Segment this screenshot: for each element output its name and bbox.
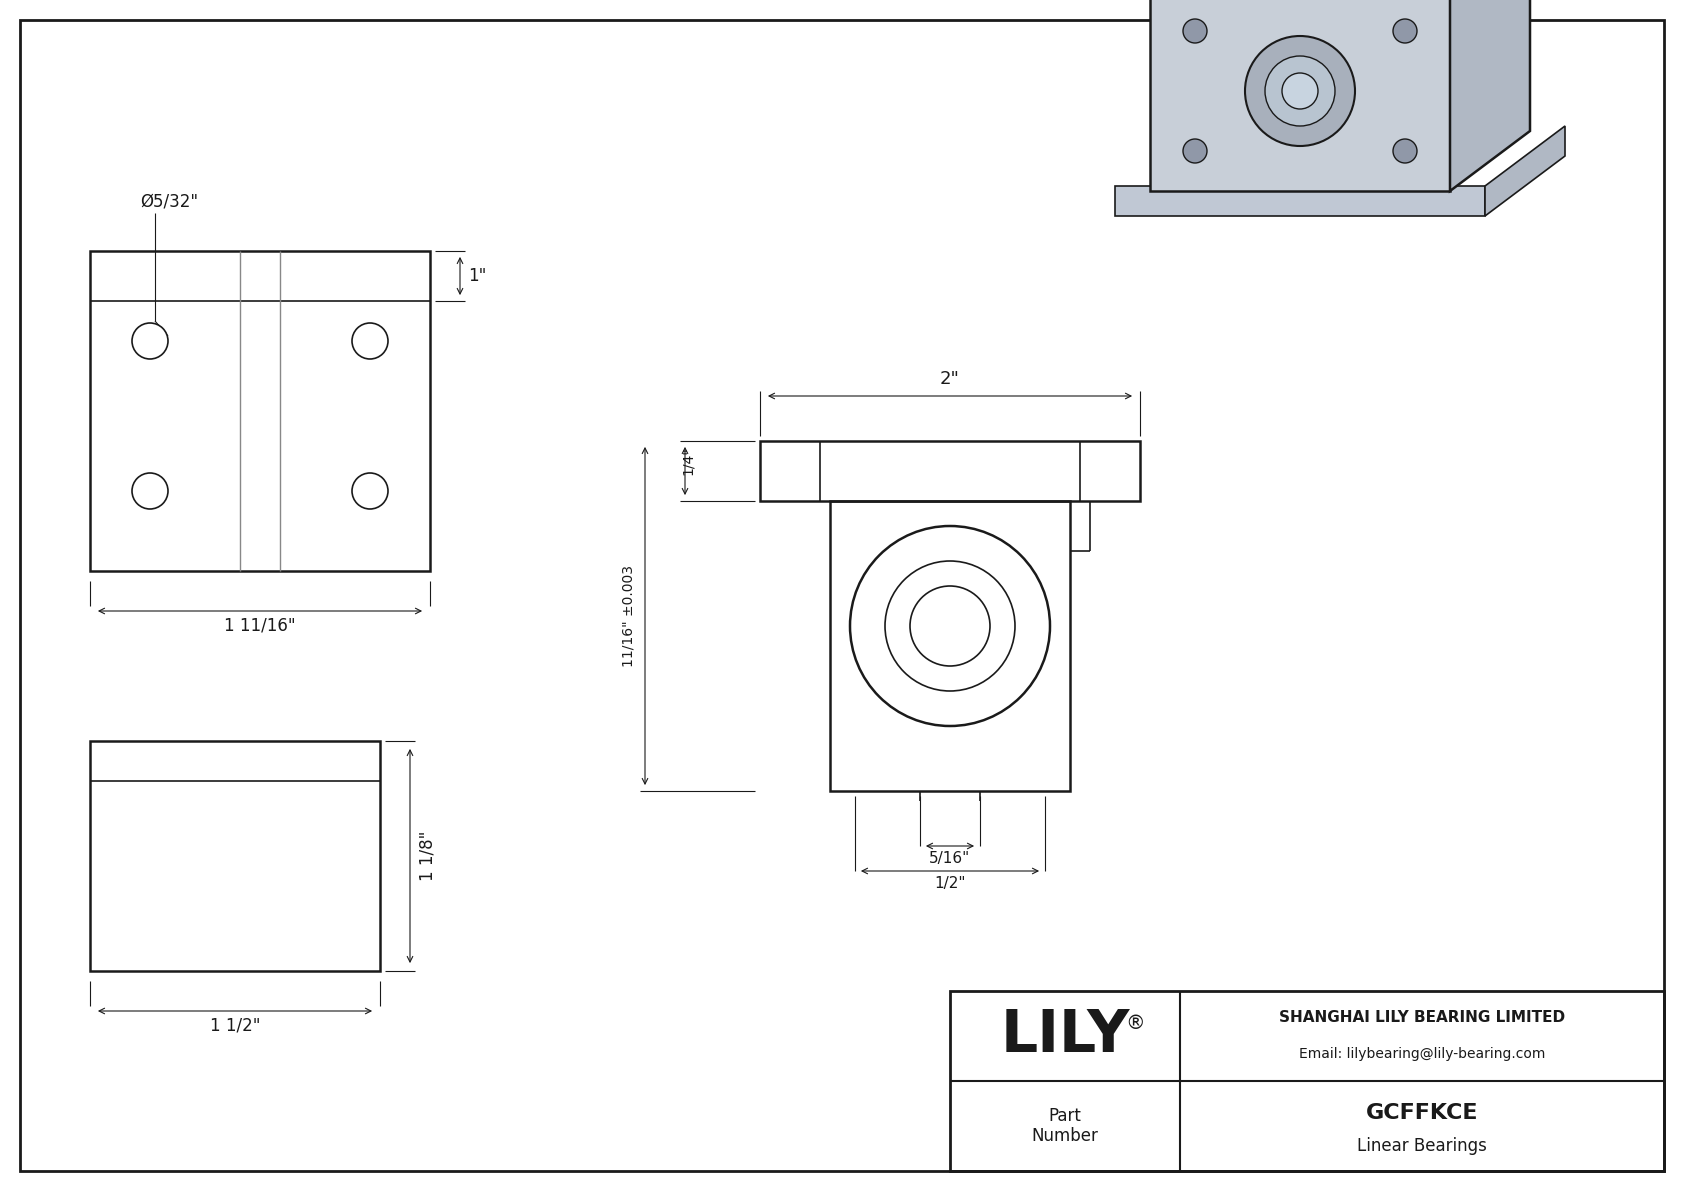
Circle shape xyxy=(1393,139,1416,163)
Text: 5/16": 5/16" xyxy=(930,852,970,866)
Text: LILY: LILY xyxy=(1000,1008,1130,1065)
Circle shape xyxy=(1182,19,1207,43)
Text: Ø5/32": Ø5/32" xyxy=(140,193,199,211)
Circle shape xyxy=(909,586,990,666)
Text: 1 1/2": 1 1/2" xyxy=(210,1016,261,1034)
Circle shape xyxy=(1265,56,1335,126)
Text: Part
Number: Part Number xyxy=(1032,1106,1098,1146)
Circle shape xyxy=(1393,19,1416,43)
Polygon shape xyxy=(1150,0,1450,191)
Text: 1/4": 1/4" xyxy=(680,447,695,475)
Bar xyxy=(89,741,381,971)
Bar xyxy=(950,991,1664,1171)
Text: ®: ® xyxy=(1125,1014,1145,1033)
Bar xyxy=(830,501,1069,791)
Circle shape xyxy=(886,561,1015,691)
Bar xyxy=(759,441,1140,501)
Polygon shape xyxy=(1115,186,1485,216)
Text: 2": 2" xyxy=(940,370,960,388)
Text: SHANGHAI LILY BEARING LIMITED: SHANGHAI LILY BEARING LIMITED xyxy=(1278,1010,1564,1025)
Circle shape xyxy=(131,323,168,358)
Circle shape xyxy=(850,526,1051,727)
Polygon shape xyxy=(1485,126,1564,216)
Circle shape xyxy=(131,473,168,509)
Text: Linear Bearings: Linear Bearings xyxy=(1357,1136,1487,1155)
Circle shape xyxy=(352,473,387,509)
Text: Email: lilybearing@lily-bearing.com: Email: lilybearing@lily-bearing.com xyxy=(1298,1047,1546,1061)
Text: GCFFKCE: GCFFKCE xyxy=(1366,1103,1479,1123)
Circle shape xyxy=(1182,139,1207,163)
Bar xyxy=(89,251,429,570)
Circle shape xyxy=(352,323,387,358)
Text: 1 1/8": 1 1/8" xyxy=(418,831,436,881)
Circle shape xyxy=(1244,36,1356,146)
Text: 11/16" ±0.003: 11/16" ±0.003 xyxy=(621,565,635,667)
Text: 1/2": 1/2" xyxy=(935,877,965,891)
Text: 1 11/16": 1 11/16" xyxy=(224,616,296,634)
Polygon shape xyxy=(1450,0,1531,191)
Text: 1": 1" xyxy=(468,267,487,285)
Circle shape xyxy=(1282,73,1319,110)
